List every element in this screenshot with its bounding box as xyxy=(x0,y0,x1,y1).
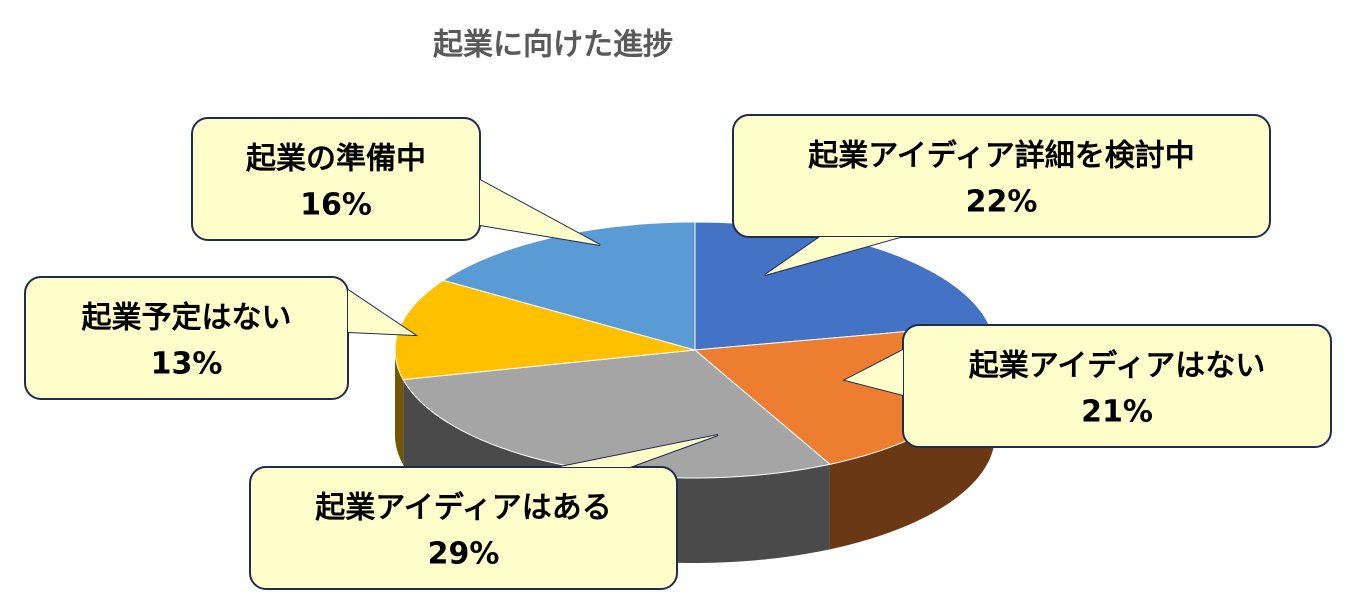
data-label-category: 起業の準備中 xyxy=(246,142,426,177)
data-label-category: 起業予定はない xyxy=(82,301,292,336)
data-label-value: 22% xyxy=(966,185,1038,220)
callout-pointer-fill xyxy=(845,350,903,395)
data-label-category: 起業アイディアはある xyxy=(315,491,611,526)
chart-title: 起業に向けた進捗 xyxy=(433,28,673,63)
data-label-value: 21% xyxy=(1081,395,1153,430)
data-label-category: 起業アイディア詳細を検討中 xyxy=(808,139,1194,174)
callout-box xyxy=(191,117,481,241)
callout-box xyxy=(732,114,1271,238)
callout-pointer-fill xyxy=(348,290,415,335)
slice-side xyxy=(395,350,404,465)
data-label-value: 29% xyxy=(428,537,500,572)
callout-pointer-fill xyxy=(765,237,900,275)
data-label-value: 16% xyxy=(300,188,372,223)
callout-pointer-fill xyxy=(480,180,600,245)
callout-box xyxy=(249,466,678,590)
data-label-value: 13% xyxy=(151,347,223,382)
data-label-category: 起業アイディアはない xyxy=(969,349,1265,384)
callout-box xyxy=(24,276,349,400)
slice-side xyxy=(829,350,995,550)
callout-pointer-fill xyxy=(560,435,718,467)
